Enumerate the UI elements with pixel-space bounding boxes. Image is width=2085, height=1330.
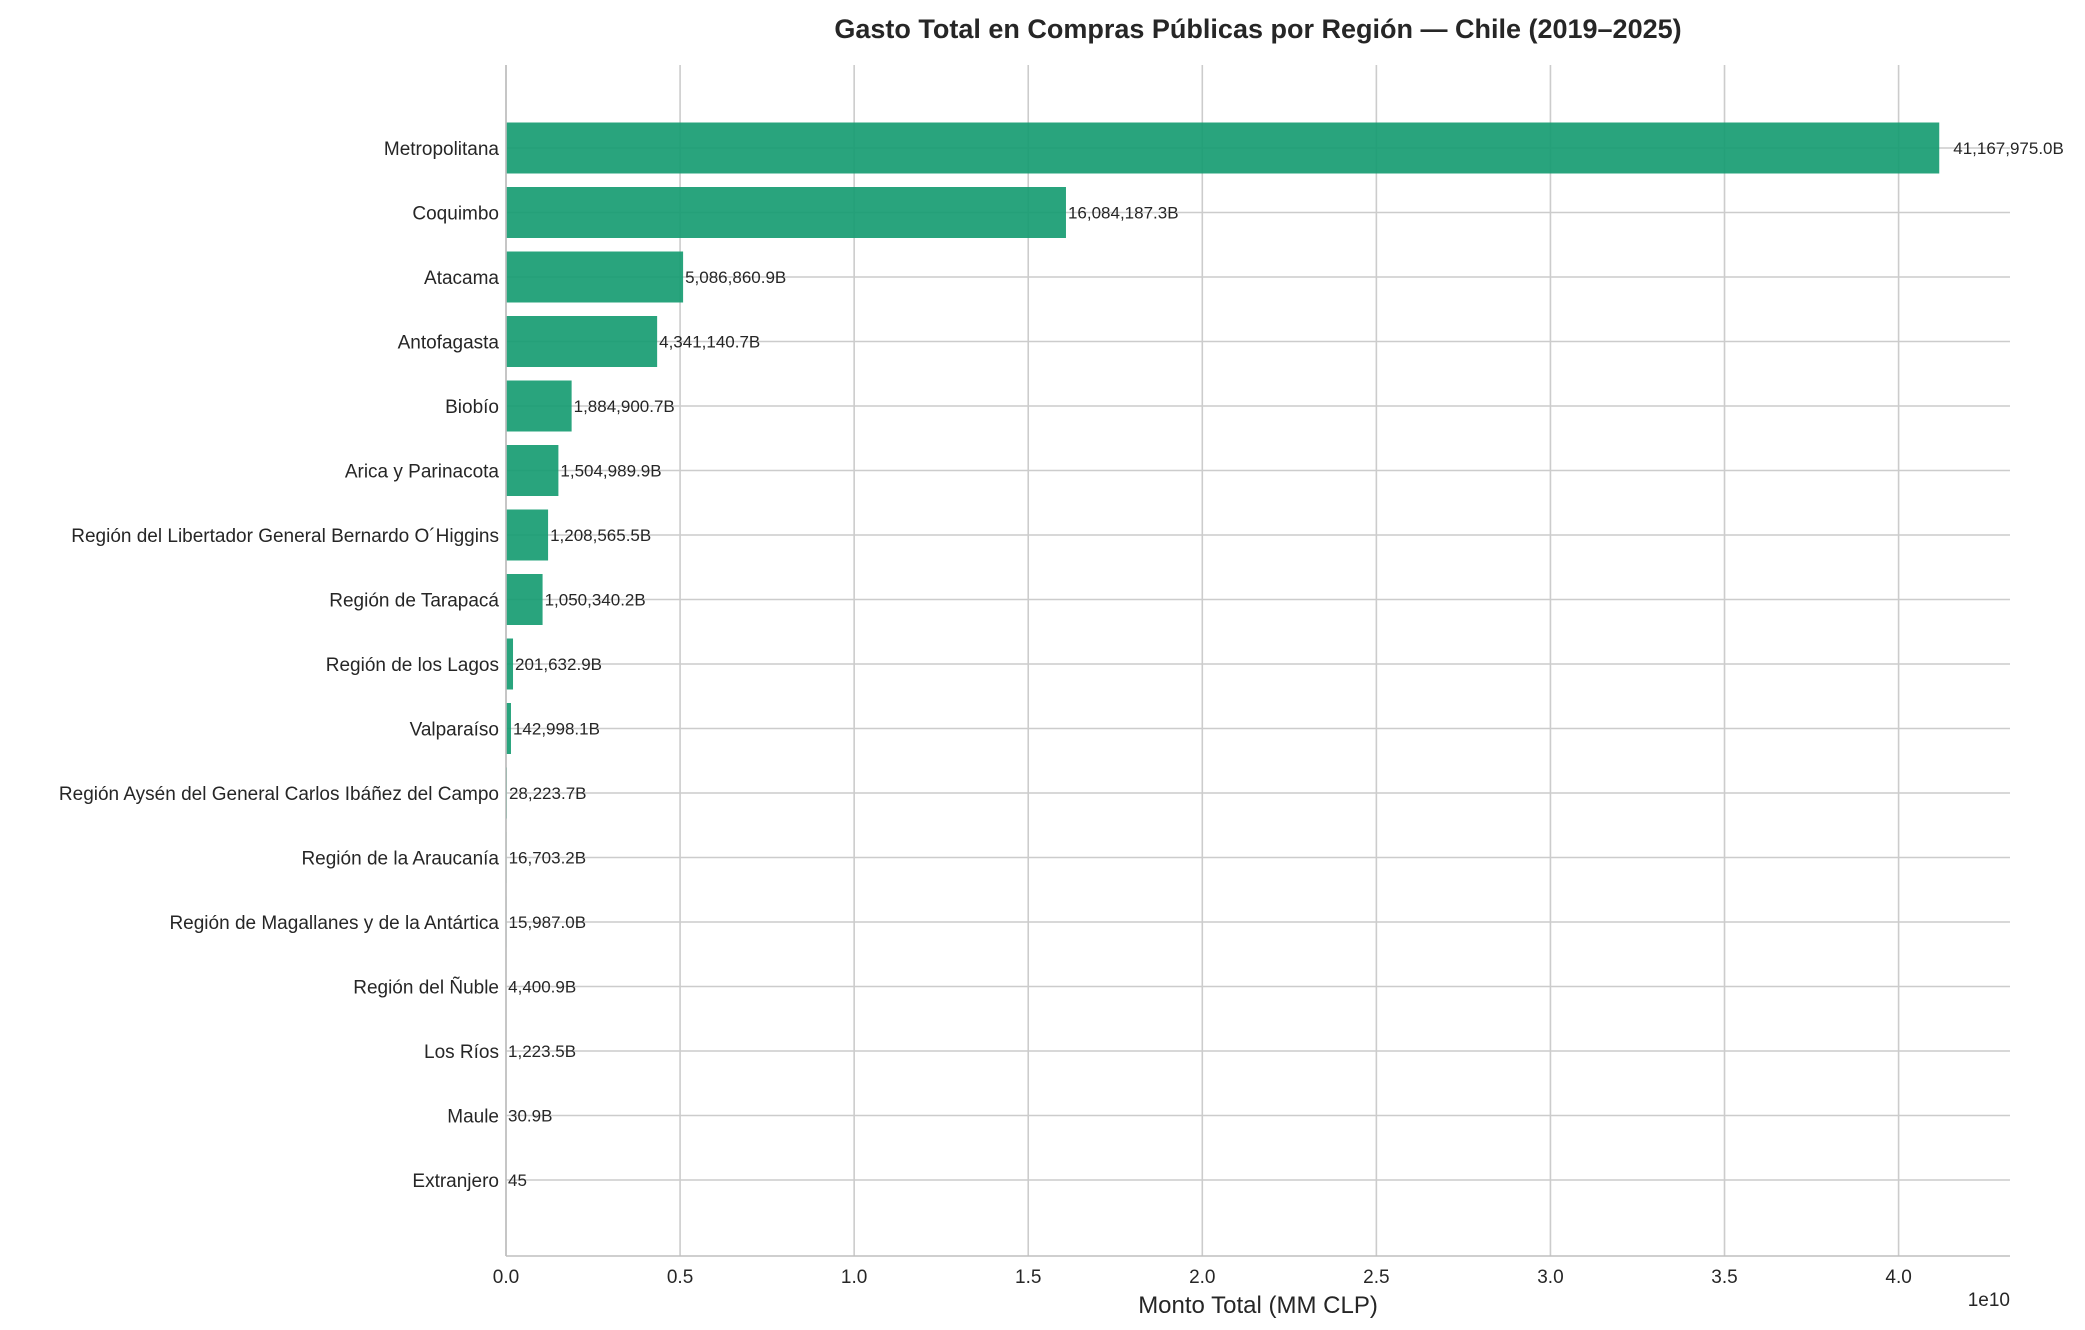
bar: [506, 509, 549, 561]
category-label: Metropolitana: [384, 139, 500, 160]
x-tick-labels: 0.0 0.5 1.0 1.5 2.0 2.5 3.0 3.5 4.0: [493, 1267, 1912, 1288]
category-label: Región de los Lagos: [326, 655, 499, 676]
x-tick-label: 2.5: [1363, 1267, 1389, 1288]
data-label: 16,084,187.3B: [1068, 204, 1179, 223]
data-label: 142,998.1B: [513, 720, 600, 739]
data-label: 15,987.0B: [509, 913, 587, 932]
x-tick-label: 0.5: [667, 1267, 693, 1288]
category-label: Región de la Araucanía: [301, 849, 499, 870]
data-label: 1,884,900.7B: [574, 397, 675, 416]
category-label: Los Ríos: [424, 1042, 499, 1063]
data-label: 16,703.2B: [509, 849, 587, 868]
grid-lines: [505, 65, 2010, 1256]
x-tick-label: 3.0: [1537, 1267, 1563, 1288]
x-tick-label: 4.0: [1885, 1267, 1911, 1288]
data-label: 4,341,140.7B: [659, 333, 760, 352]
bar: [506, 638, 514, 690]
category-labels: Metropolitana Coquimbo Atacama Antofagasta B…: [59, 139, 500, 1192]
data-label: 4,400.9B: [508, 978, 576, 997]
bar: [506, 187, 1066, 238]
data-label: 5,086,860.9B: [685, 268, 786, 287]
category-label: Antofagasta: [398, 333, 500, 354]
x-tick-label: 1.5: [1015, 1267, 1041, 1288]
category-label: Atacama: [424, 268, 499, 289]
category-label: Valparaíso: [410, 720, 499, 741]
data-label: 1,504,989.9B: [560, 462, 661, 481]
category-label: Región de Tarapacá: [329, 591, 499, 612]
x-tick-label: 1.0: [841, 1267, 867, 1288]
category-label: Biobío: [445, 397, 499, 418]
x-axis-label: Monto Total (MM CLP): [1138, 1292, 1378, 1319]
category-label: Arica y Parinacota: [345, 462, 500, 483]
bar: [506, 380, 572, 432]
x-tick-label: 0.0: [493, 1267, 519, 1288]
bar: [506, 574, 543, 625]
x-tick-label: 3.5: [1711, 1267, 1737, 1288]
category-label: Región de Magallanes y de la Antártica: [169, 913, 499, 934]
data-label: 41,167,975.0B: [1953, 139, 2064, 158]
data-labels: 41,167,975.0B 16,084,187.3B 5,086,860.9B 4,…: [508, 139, 2064, 1190]
bar: [506, 445, 559, 496]
bar: [506, 251, 684, 303]
category-label: Región Aysén del General Carlos Ibáñez d…: [59, 784, 499, 805]
data-label: 45: [508, 1171, 527, 1190]
data-label: 1,223.5B: [508, 1042, 576, 1061]
category-label: Extranjero: [412, 1171, 499, 1192]
bar: [506, 703, 511, 754]
category-label: Región del Ñuble: [353, 977, 499, 999]
data-label: 201,632.9B: [515, 655, 602, 674]
category-label: Maule: [447, 1107, 499, 1128]
bar: [506, 122, 1940, 174]
bar: [506, 316, 658, 367]
data-label: 1,050,340.2B: [545, 591, 646, 610]
data-label: 1,208,565.5B: [550, 526, 651, 545]
category-label: Coquimbo: [412, 204, 499, 225]
bars: [506, 122, 1940, 1141]
category-label: Región del Libertador General Bernardo O…: [71, 526, 499, 547]
data-label: 28,223.7B: [509, 784, 587, 803]
data-label: 30.9B: [508, 1107, 552, 1126]
chart-title: Gasto Total en Compras Públicas por Regi…: [834, 14, 1681, 44]
x-offset-text: 1e10: [1968, 1290, 2010, 1311]
x-tick-label: 2.0: [1189, 1267, 1215, 1288]
